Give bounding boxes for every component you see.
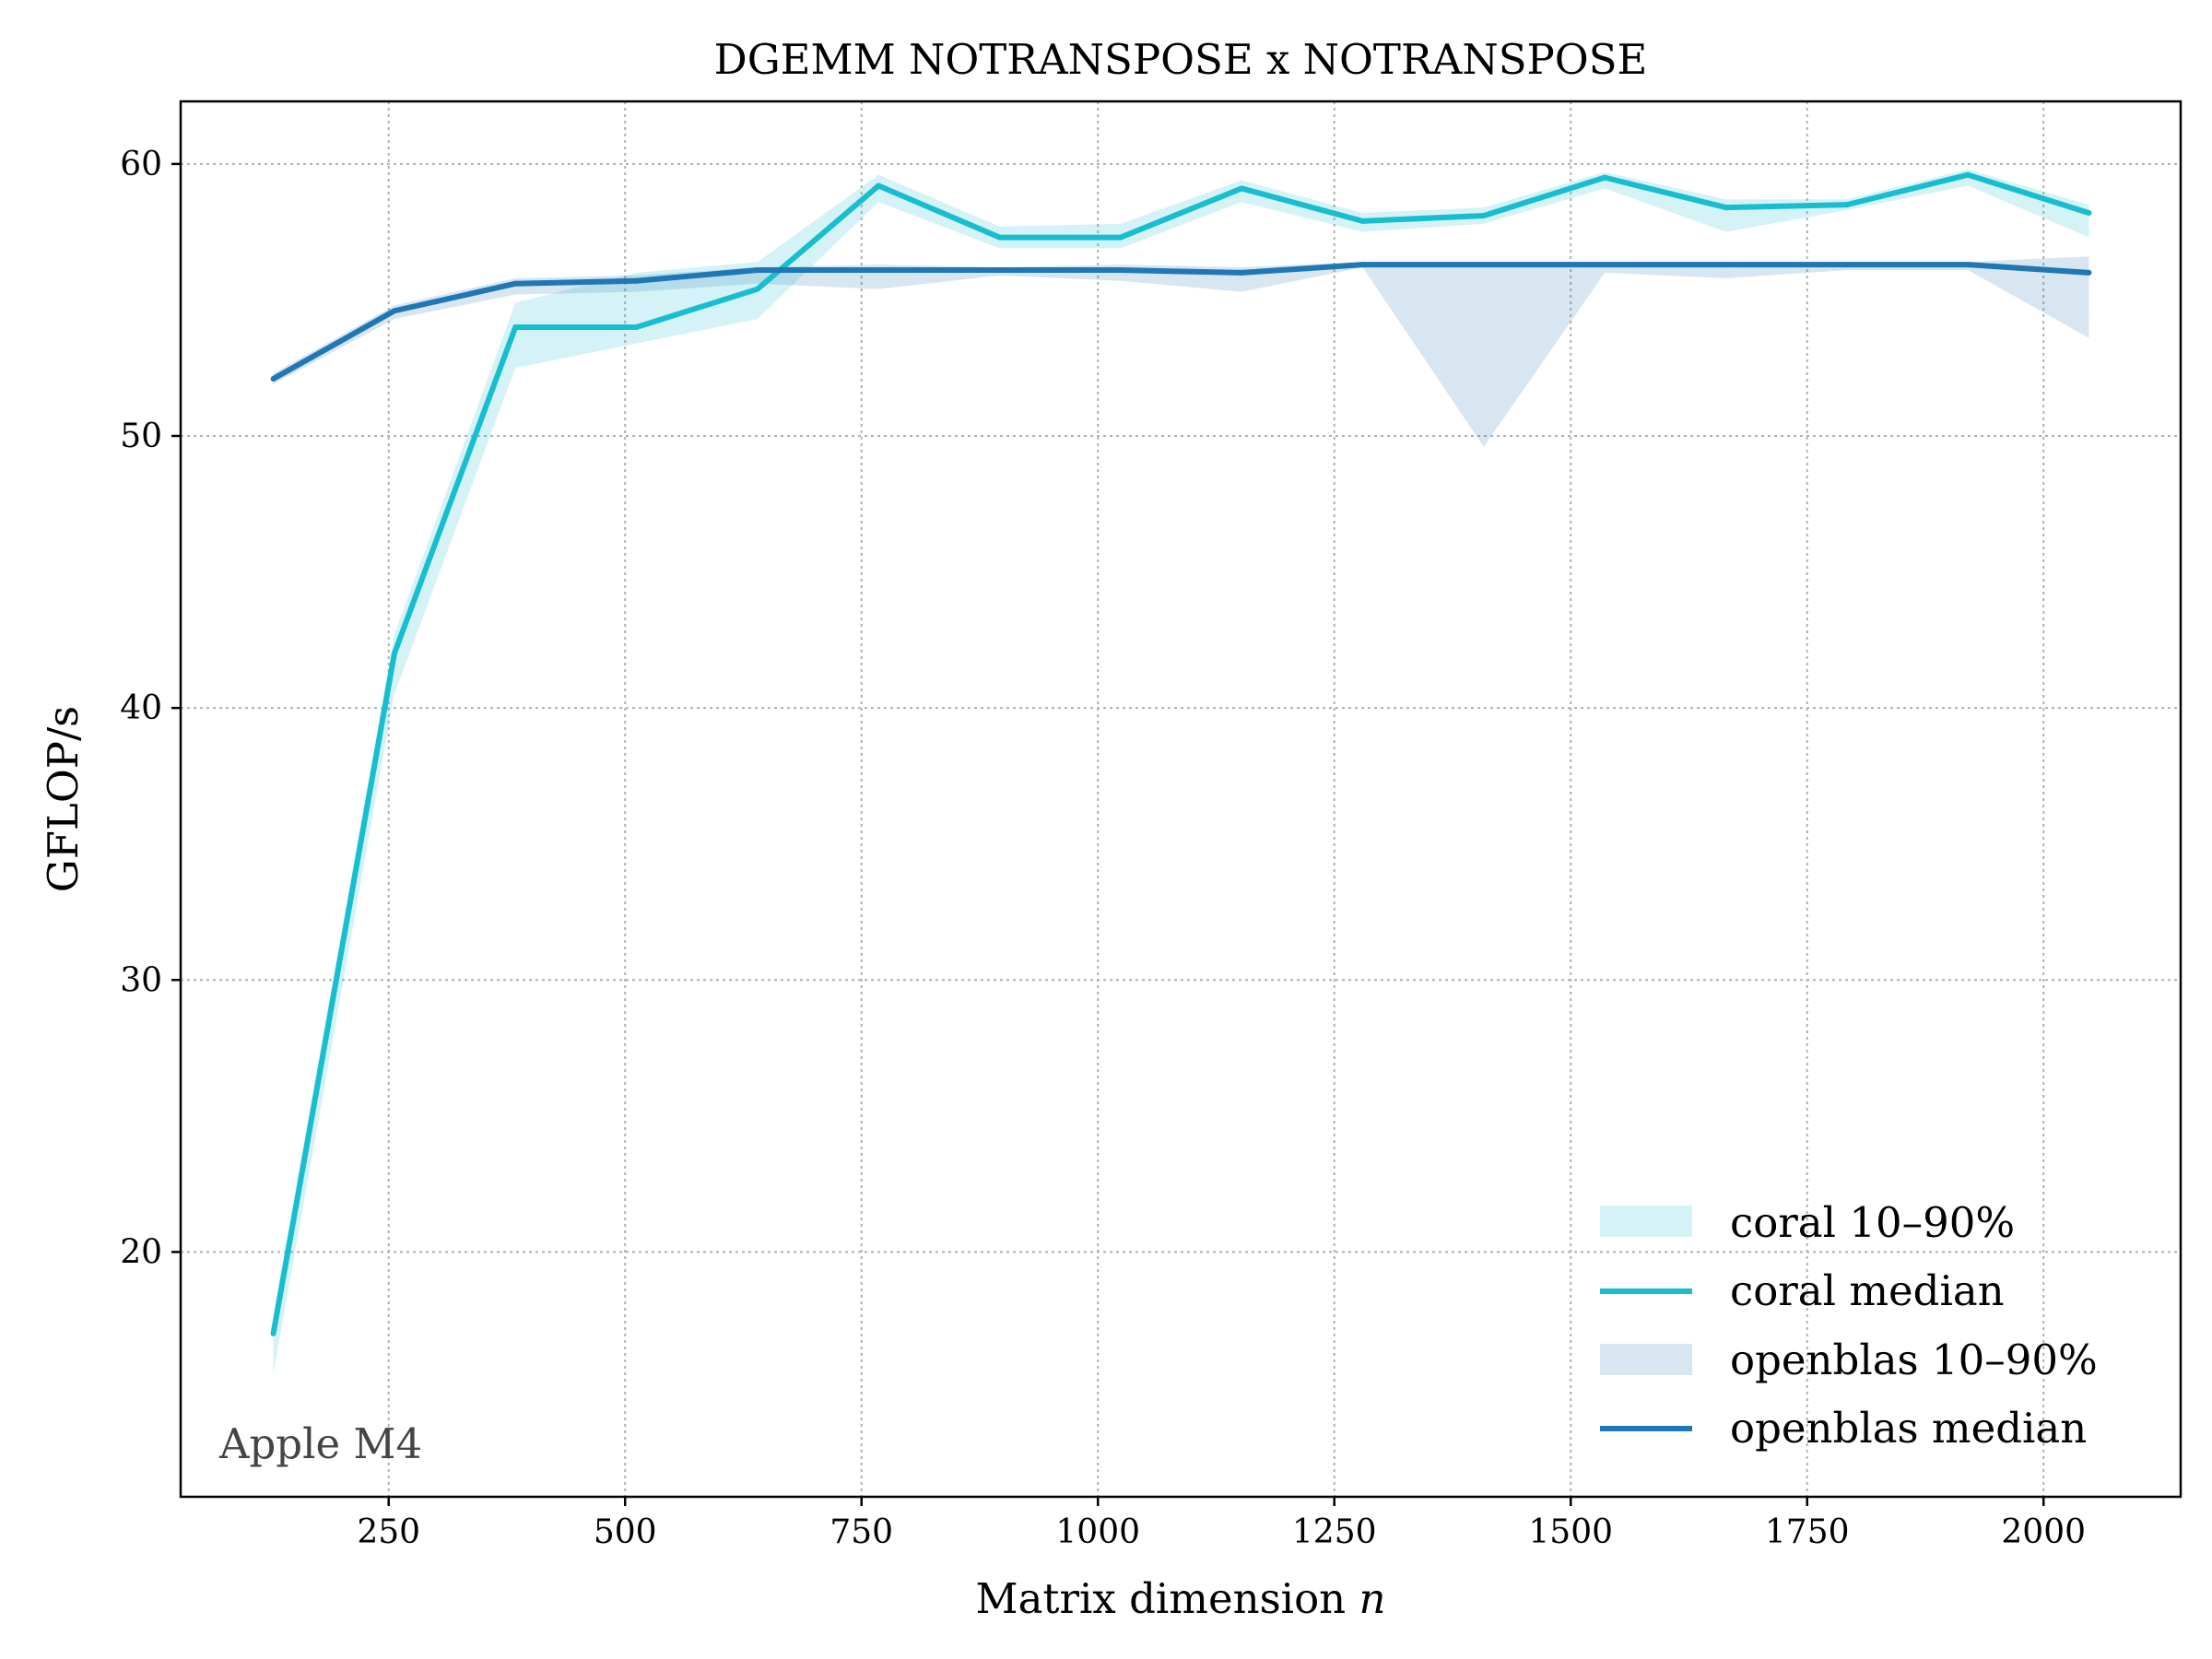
data-point-coral xyxy=(1602,174,1608,181)
legend-label-openblas-median: openblas median xyxy=(1730,1404,2087,1453)
data-point-openblas xyxy=(512,280,519,287)
ticks: 250 500 750 1000 1250 1500 1750 2000 20 30 40 50 60 xyxy=(120,146,2086,1551)
data-point-coral xyxy=(391,651,397,657)
x-tick-label: 500 xyxy=(594,1513,657,1551)
data-point-coral xyxy=(270,1330,276,1336)
legend-label-openblas-band: openblas 10–90% xyxy=(1730,1335,2098,1384)
y-tick-label: 20 xyxy=(120,1233,162,1271)
x-tick-label: 750 xyxy=(830,1513,893,1551)
data-point-coral xyxy=(1359,218,1366,224)
bands xyxy=(273,169,2089,1375)
x-tick-label: 250 xyxy=(357,1513,420,1551)
plot-frame xyxy=(179,100,2183,1499)
y-tick-label: 40 xyxy=(120,689,162,727)
legend-label-coral-band: coral 10–90% xyxy=(1730,1198,2015,1247)
data-point-openblas xyxy=(633,277,640,284)
data-point-openblas xyxy=(391,308,397,314)
legend-label-coral-median: coral median xyxy=(1730,1266,2005,1315)
legend-swatch-coral-band xyxy=(1600,1206,1692,1237)
data-point-openblas xyxy=(1843,262,1850,268)
data-point-openblas xyxy=(754,266,760,273)
x-tick-label: 1500 xyxy=(1528,1513,1613,1551)
data-point-openblas xyxy=(1723,262,1729,268)
y-tick-label: 60 xyxy=(120,146,162,183)
series-lines xyxy=(270,171,2092,1336)
grid xyxy=(181,101,2181,1497)
series-line-coral xyxy=(270,171,2090,1335)
data-point-openblas xyxy=(1965,262,1971,268)
data-point-openblas xyxy=(1359,262,1366,268)
data-point-openblas xyxy=(270,376,276,382)
y-axis-label: GFLOP/s xyxy=(39,706,88,892)
data-point-coral xyxy=(1239,185,1245,192)
data-point-openblas xyxy=(2086,269,2092,276)
series-line-openblas xyxy=(272,262,2089,382)
legend: coral 10–90% coral median openblas 10–90… xyxy=(1600,1198,2098,1453)
data-point-coral xyxy=(633,324,640,330)
data-point-coral xyxy=(512,324,519,330)
x-axis-label-text: Matrix dimension xyxy=(976,1574,1347,1623)
x-axis-label: Matrix dimension n xyxy=(976,1574,1386,1623)
x-tick-label: 2000 xyxy=(2001,1513,2086,1551)
data-point-openblas xyxy=(1480,262,1487,268)
data-point-openblas xyxy=(1117,266,1124,273)
legend-swatch-openblas-band xyxy=(1600,1344,1692,1375)
data-point-openblas xyxy=(1602,262,1608,268)
y-tick-label: 30 xyxy=(120,961,162,999)
data-point-coral xyxy=(1723,205,1729,211)
data-point-openblas xyxy=(996,266,1003,273)
data-point-coral xyxy=(2086,210,2092,217)
data-point-coral xyxy=(1117,234,1124,241)
data-point-coral xyxy=(876,182,882,189)
data-point-openblas xyxy=(876,266,882,273)
x-axis-label-var: n xyxy=(1359,1574,1385,1623)
data-point-coral xyxy=(1480,212,1487,218)
y-tick-label: 50 xyxy=(120,418,162,455)
x-tick-label: 1750 xyxy=(1765,1513,1850,1551)
data-point-coral xyxy=(754,286,760,292)
chart-title: DGEMM NOTRANSPOSE x NOTRANSPOSE xyxy=(714,35,1648,84)
band-coral xyxy=(273,169,2089,1375)
data-point-coral xyxy=(1843,202,1850,208)
data-point-openblas xyxy=(1239,269,1245,276)
device-annotation: Apple M4 xyxy=(218,1419,422,1468)
x-tick-label: 1000 xyxy=(1055,1513,1140,1551)
x-tick-label: 1250 xyxy=(1292,1513,1377,1551)
data-point-coral xyxy=(1965,171,1971,178)
data-point-coral xyxy=(996,234,1003,241)
